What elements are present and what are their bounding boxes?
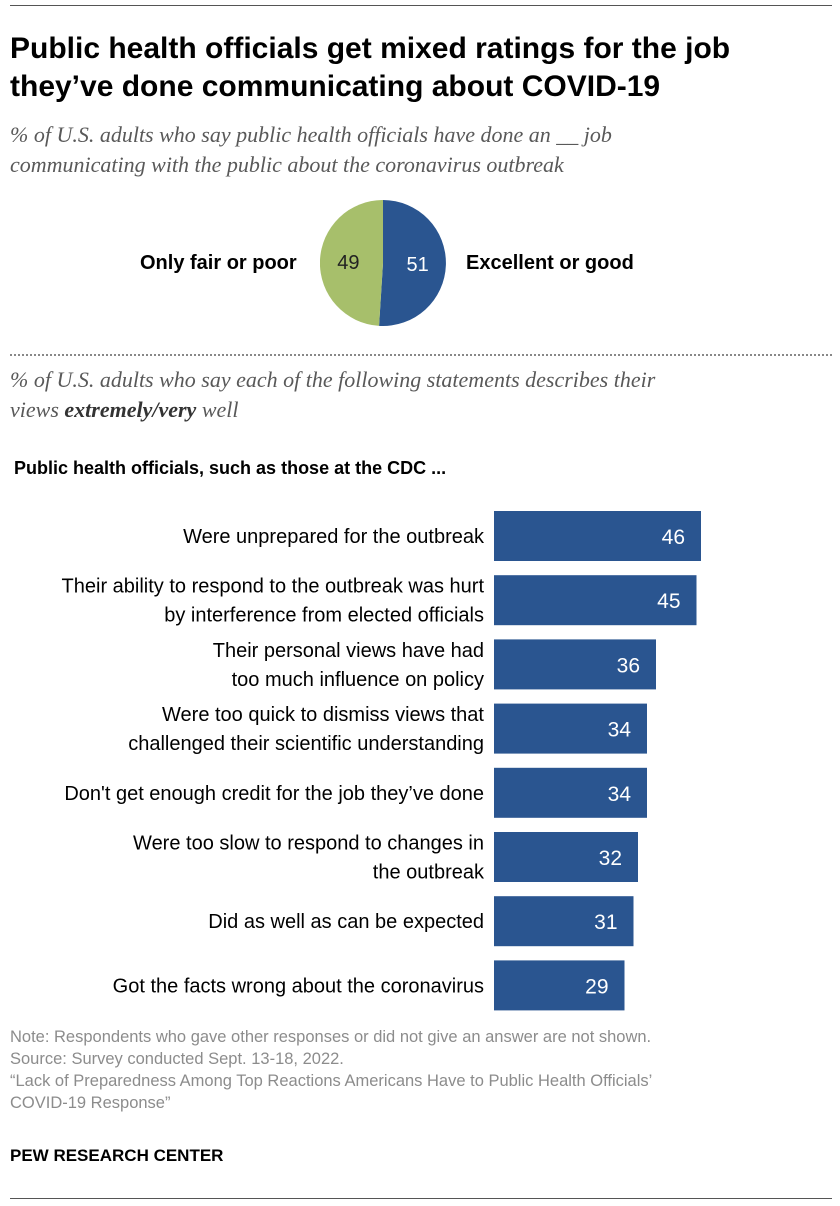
- bar-value-4: 34: [608, 719, 632, 742]
- bar-label-3-line-2: too much influence on policy: [232, 669, 484, 691]
- section-divider: [10, 354, 832, 356]
- bar-label-4-line-2: challenged their scientific understandin…: [128, 733, 484, 755]
- bar-value-6: 32: [599, 847, 622, 870]
- bar-subtitle-prefix: views: [10, 397, 65, 422]
- pie-subtitle: % of U.S. adults who say public health o…: [10, 120, 830, 180]
- bar-label-7: Did as well as can be expected: [208, 911, 484, 933]
- bar-value-3: 36: [617, 654, 640, 677]
- bar-label-4-line-1: Were too quick to dismiss views that: [162, 704, 484, 726]
- chart-title-line-2: they’ve done communicating about COVID-1…: [10, 70, 661, 103]
- brand-logo-text: PEW RESEARCH CENTER: [10, 1146, 224, 1165]
- bar-value-7: 31: [594, 911, 617, 934]
- pie-subtitle-line-2: communicating with the public about the …: [10, 152, 564, 177]
- bar-7: [494, 896, 634, 947]
- bar-chart-header: Public health officials, such as those a…: [14, 458, 447, 478]
- source-text: Source: Survey conducted Sept. 13-18, 20…: [10, 1050, 344, 1068]
- pie-value-excellent-good: 51: [406, 254, 428, 276]
- chart-title: Public health officials get mixed rating…: [10, 30, 830, 106]
- bar-label-6-line-1: Were too slow to respond to changes in: [133, 833, 484, 855]
- bar-value-2: 45: [657, 590, 680, 613]
- bar-4: [494, 703, 647, 754]
- bar-label-8: Got the facts wrong about the coronaviru…: [113, 975, 484, 997]
- bar-label-2-line-2: by interference from elected officials: [164, 605, 484, 627]
- bar-subtitle-emphasis: extremely/very: [64, 397, 197, 422]
- notes: Note: Respondents who gave other respons…: [10, 1026, 830, 1114]
- pie-label-excellent-good: Excellent or good: [466, 252, 634, 274]
- chart-title-line-1: Public health officials get mixed rating…: [10, 32, 731, 65]
- bar-2: [494, 575, 697, 626]
- pie-label-fair-poor: Only fair or poor: [140, 252, 297, 274]
- bar-5: [494, 767, 647, 818]
- bar-subtitle-suffix: well: [196, 397, 239, 422]
- report-title-line-2: COVID-19 Response”: [10, 1094, 171, 1112]
- pie-slice-fair-poor: [320, 200, 383, 326]
- pie-subtitle-line-1: % of U.S. adults who say public health o…: [10, 122, 612, 147]
- bar-6: [494, 832, 638, 882]
- pie-slice-excellent-good: [379, 200, 446, 326]
- top-rule: [10, 5, 832, 6]
- bar-subtitle: % of U.S. adults who say each of the fol…: [10, 365, 830, 425]
- bar-value-1: 46: [662, 526, 685, 549]
- pie-value-fair-poor: 49: [337, 252, 359, 274]
- note-text: Note: Respondents who gave other respons…: [10, 1028, 652, 1046]
- bar-value-8: 29: [585, 975, 608, 998]
- bar-8: [494, 960, 625, 1011]
- bar-value-5: 34: [608, 783, 632, 806]
- bar-label-3-line-1: Their personal views have had: [213, 640, 484, 662]
- bottom-rule: [10, 1198, 832, 1199]
- bar-label-5: Don't get enough credit for the job they…: [64, 783, 484, 805]
- bar-3: [494, 639, 656, 690]
- bar-label-1: Were unprepared for the outbreak: [183, 526, 485, 548]
- bar-label-2-line-1: Their ability to respond to the outbreak…: [62, 576, 485, 598]
- pie-chart: 51 49: [320, 200, 446, 326]
- bar-label-6-line-2: the outbreak: [373, 862, 485, 884]
- bar-subtitle-line-1: % of U.S. adults who say each of the fol…: [10, 367, 656, 392]
- bar-1: [494, 511, 701, 561]
- report-title-line-1: “Lack of Preparedness Among Top Reaction…: [10, 1072, 653, 1090]
